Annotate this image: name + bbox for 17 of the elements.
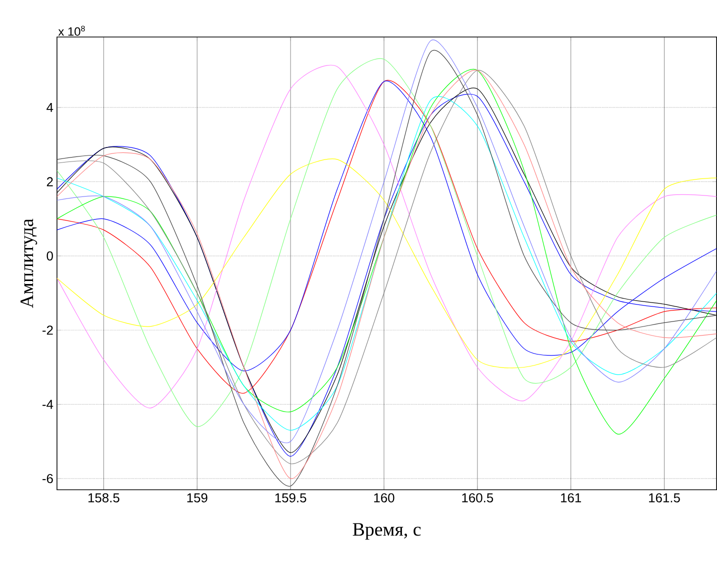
y-tick-label: 2 — [46, 177, 53, 186]
y-tick-label: -6 — [42, 474, 53, 484]
y-tick-label: -4 — [42, 400, 54, 409]
y-tick-label: 4 — [46, 103, 54, 112]
x-tick-label: 161 — [561, 493, 582, 503]
x-tick-label: 160.5 — [462, 493, 494, 503]
text: x 10$^{8}$ — [58, 26, 85, 36]
x-tick-label: 159.5 — [275, 493, 306, 503]
x-axis-title: Время, с — [352, 523, 421, 540]
x-tick-label: 159 — [187, 493, 208, 503]
x-tick-label: 158.5 — [88, 493, 120, 503]
x-tick-label: 161.5 — [649, 493, 680, 503]
x-tick-label: 160 — [374, 493, 394, 503]
line-series — [56, 158, 717, 368]
y-tick-label: 0 — [46, 251, 53, 261]
y-axis-title: Амплитуда — [20, 218, 38, 308]
y-tick-label: -2 — [42, 326, 53, 335]
